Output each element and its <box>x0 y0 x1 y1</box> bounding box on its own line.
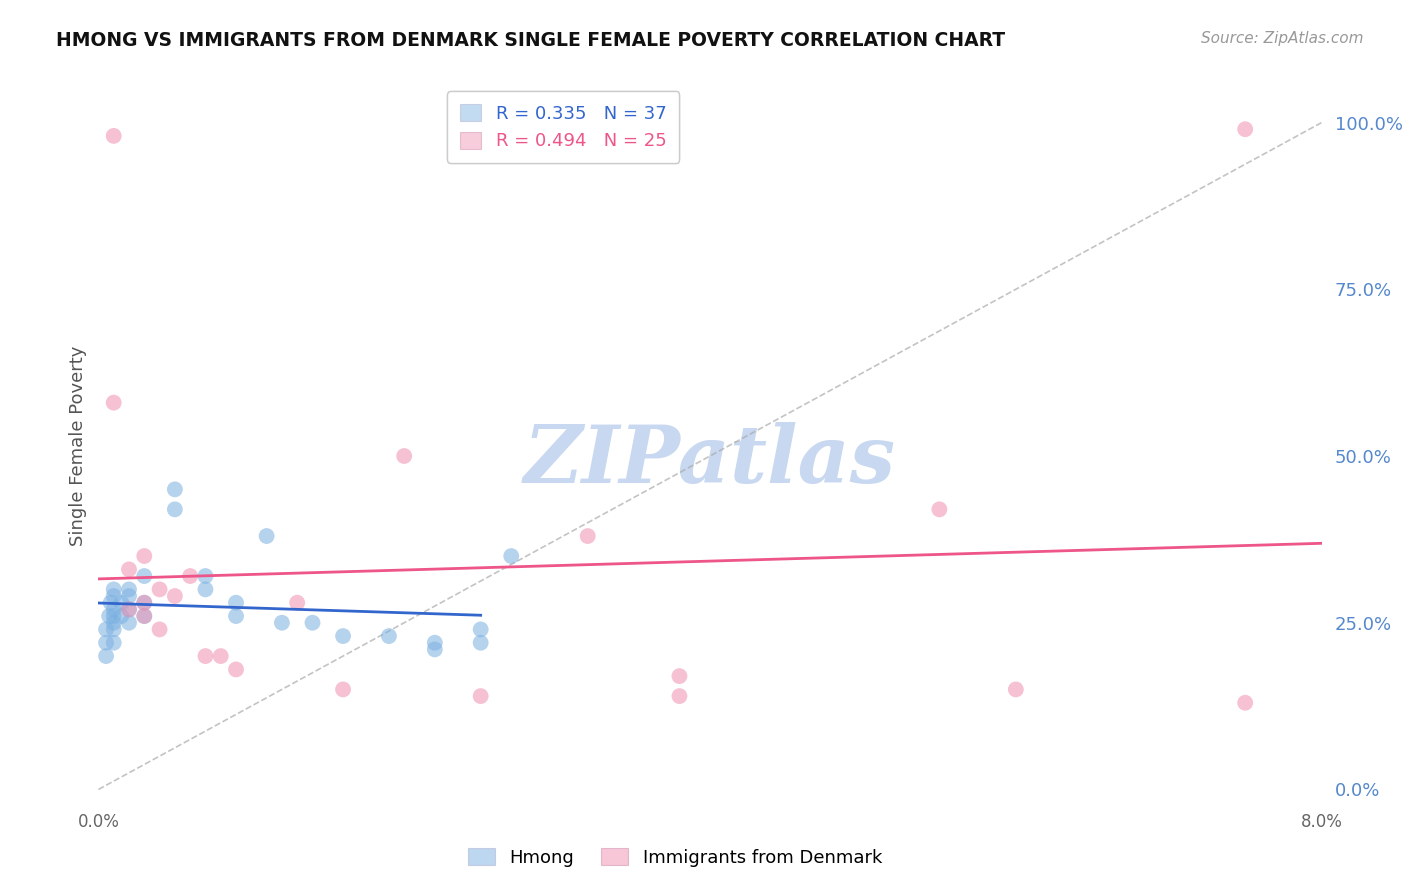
Point <box>163 502 186 516</box>
Point <box>94 623 117 637</box>
Point <box>118 582 141 597</box>
Point <box>470 689 492 703</box>
Point <box>179 569 201 583</box>
Point <box>668 669 690 683</box>
Point <box>134 549 156 563</box>
Point <box>100 596 122 610</box>
Text: ZIPatlas: ZIPatlas <box>524 422 896 499</box>
Point <box>392 449 416 463</box>
Point <box>576 529 599 543</box>
Point <box>118 589 141 603</box>
Point <box>134 596 156 610</box>
Point <box>423 642 446 657</box>
Point <box>103 615 125 630</box>
Point <box>225 662 247 676</box>
Point <box>134 609 156 624</box>
Point <box>134 609 156 624</box>
Point <box>103 589 125 603</box>
Point <box>270 615 294 630</box>
Y-axis label: Single Female Poverty: Single Female Poverty <box>69 346 87 546</box>
Point <box>1234 122 1257 136</box>
Point <box>103 623 125 637</box>
Point <box>194 582 217 597</box>
Point <box>1234 696 1257 710</box>
Text: Source: ZipAtlas.com: Source: ZipAtlas.com <box>1201 31 1364 46</box>
Point <box>163 483 186 497</box>
Point <box>928 502 950 516</box>
Point <box>110 596 132 610</box>
Point <box>225 609 247 624</box>
Point <box>149 582 172 597</box>
Point <box>225 596 247 610</box>
Text: HMONG VS IMMIGRANTS FROM DENMARK SINGLE FEMALE POVERTY CORRELATION CHART: HMONG VS IMMIGRANTS FROM DENMARK SINGLE … <box>56 31 1005 50</box>
Point <box>149 623 172 637</box>
Point <box>285 596 308 610</box>
Point <box>378 629 401 643</box>
Point <box>103 602 125 616</box>
Point <box>332 629 354 643</box>
Point <box>103 395 125 409</box>
Point <box>668 689 690 703</box>
Point <box>470 623 492 637</box>
Point <box>103 128 125 143</box>
Point <box>209 649 232 664</box>
Legend: R = 0.335   N = 37, R = 0.494   N = 25: R = 0.335 N = 37, R = 0.494 N = 25 <box>447 91 679 163</box>
Point <box>118 602 141 616</box>
Point <box>194 649 217 664</box>
Point <box>194 569 217 583</box>
Point <box>98 609 121 624</box>
Point <box>423 636 446 650</box>
Point <box>103 582 125 597</box>
Point <box>110 609 132 624</box>
Legend: Hmong, Immigrants from Denmark: Hmong, Immigrants from Denmark <box>461 841 889 874</box>
Point <box>94 649 117 664</box>
Point <box>103 609 125 624</box>
Point <box>301 615 323 630</box>
Point <box>94 636 117 650</box>
Point <box>118 602 141 616</box>
Point <box>134 569 156 583</box>
Point <box>134 596 156 610</box>
Point <box>470 636 492 650</box>
Point <box>163 589 186 603</box>
Point <box>103 636 125 650</box>
Point <box>256 529 278 543</box>
Point <box>118 562 141 576</box>
Point <box>118 615 141 630</box>
Point <box>1004 682 1026 697</box>
Point <box>501 549 523 563</box>
Point <box>332 682 354 697</box>
